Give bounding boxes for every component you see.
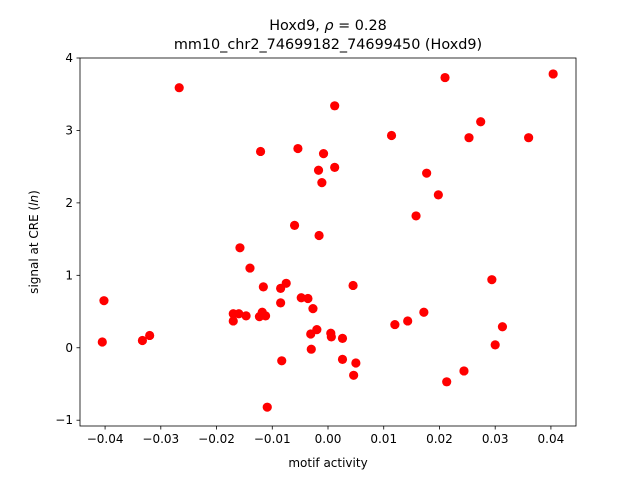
x-tick-label: 0.03 xyxy=(482,432,509,446)
data-point-47 xyxy=(422,168,432,178)
plot-area-frame xyxy=(79,57,577,427)
y-tick-label: 4 xyxy=(65,51,73,65)
data-point-1 xyxy=(99,296,109,306)
data-point-32 xyxy=(318,149,329,159)
x-tick-label: −0.03 xyxy=(142,432,179,446)
data-point-24 xyxy=(303,293,313,304)
y-tick-label: 1 xyxy=(65,268,73,282)
y-axis-label-unit: ln xyxy=(27,195,41,206)
data-point-2 xyxy=(137,335,148,346)
y-tick-label: −1 xyxy=(55,413,73,427)
data-point-36 xyxy=(330,162,340,172)
data-point-5 xyxy=(228,316,238,326)
data-point-46 xyxy=(419,307,429,317)
data-point-43 xyxy=(390,319,400,330)
data-point-28 xyxy=(312,325,322,335)
points-layer xyxy=(97,69,558,412)
data-point-22 xyxy=(293,143,303,154)
data-point-44 xyxy=(403,316,413,326)
y-tick-label: 2 xyxy=(65,196,73,210)
y-tick-label: 3 xyxy=(65,123,73,137)
x-tick-label: −0.01 xyxy=(254,432,291,446)
x-tick-label: 0.01 xyxy=(370,432,397,446)
chart-title-rho: ρ xyxy=(324,18,333,34)
data-point-55 xyxy=(490,340,500,350)
data-point-8 xyxy=(235,243,245,253)
data-point-31 xyxy=(317,178,327,188)
data-point-35 xyxy=(330,101,340,111)
data-point-49 xyxy=(440,72,450,83)
x-tick-label: 0.04 xyxy=(538,432,565,446)
data-point-19 xyxy=(277,356,287,366)
chart-title-line1: Hoxd9, ρ = 0.28 xyxy=(269,18,387,34)
data-point-37 xyxy=(337,354,348,364)
chart-title-rho-value: = 0.28 xyxy=(334,18,387,34)
x-tick-label: −0.04 xyxy=(87,432,124,446)
data-point-56 xyxy=(497,322,508,332)
data-point-4 xyxy=(174,83,184,93)
data-point-57 xyxy=(524,133,534,143)
data-point-7 xyxy=(234,309,244,319)
data-point-41 xyxy=(351,358,361,368)
data-point-52 xyxy=(464,133,474,143)
data-point-9 xyxy=(241,311,251,321)
y-tick-label: 0 xyxy=(65,341,73,355)
x-axis-ticks: −0.04 −0.03 −0.02 −0.01 0.00 0.01 0.02 0.03 0.04 xyxy=(87,426,565,446)
y-axis-label-main: signal at CRE ( xyxy=(27,206,41,294)
data-point-40 xyxy=(349,370,359,380)
data-point-39 xyxy=(348,280,358,291)
data-point-42 xyxy=(386,130,397,141)
data-point-51 xyxy=(459,366,469,376)
data-point-16 xyxy=(262,402,272,412)
data-point-50 xyxy=(442,377,452,387)
y-axis-label-close: ) xyxy=(27,190,41,195)
data-point-0 xyxy=(97,337,107,347)
data-point-18 xyxy=(276,298,286,308)
data-point-21 xyxy=(289,220,300,230)
data-point-3 xyxy=(145,330,155,341)
chart-title-gene: Hoxd9, xyxy=(269,18,324,34)
x-tick-label: 0.02 xyxy=(426,432,453,446)
data-point-38 xyxy=(337,333,348,343)
data-point-23 xyxy=(296,293,306,303)
data-point-45 xyxy=(411,211,421,221)
x-tick-label: −0.02 xyxy=(198,432,235,446)
x-tick-label: 0.00 xyxy=(315,432,342,446)
data-point-34 xyxy=(326,332,336,342)
chart-title-line2: mm10_chr2_74699182_74699450 (Hoxd9) xyxy=(174,37,482,53)
data-point-10 xyxy=(245,263,255,273)
data-point-29 xyxy=(313,165,324,175)
x-axis-label: motif activity xyxy=(288,456,367,470)
data-point-53 xyxy=(476,117,486,127)
data-point-48 xyxy=(433,190,443,200)
data-point-15 xyxy=(260,311,271,321)
data-point-54 xyxy=(487,275,497,285)
data-point-30 xyxy=(314,230,324,241)
data-point-58 xyxy=(548,69,558,79)
data-point-12 xyxy=(255,146,266,157)
y-axis-label: signal at CRE (ln) xyxy=(27,190,41,294)
y-axis-ticks: −1 0 1 2 3 4 xyxy=(55,51,80,427)
data-point-14 xyxy=(258,282,268,292)
data-point-26 xyxy=(306,344,316,354)
data-point-20 xyxy=(281,278,291,288)
data-point-27 xyxy=(308,304,318,314)
